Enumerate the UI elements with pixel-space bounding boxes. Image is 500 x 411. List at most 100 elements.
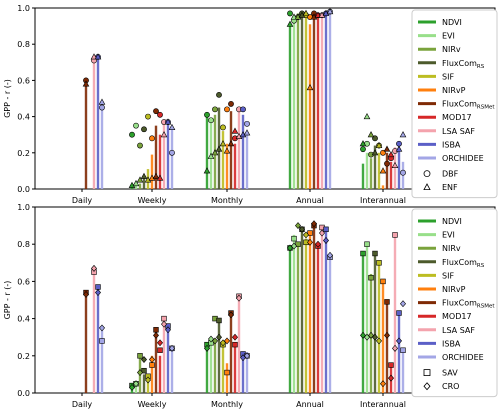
legend-label: NIRvP bbox=[442, 86, 466, 95]
bar-sif bbox=[304, 238, 308, 393]
bar-orchidee bbox=[100, 327, 104, 393]
bar-nirvp bbox=[225, 363, 229, 393]
marker-triangle bbox=[391, 161, 399, 168]
marker-triangle bbox=[302, 9, 310, 16]
marker-square bbox=[95, 284, 101, 290]
marker-diamond bbox=[364, 333, 370, 341]
marker-diamond bbox=[380, 380, 386, 388]
marker-diamond bbox=[311, 220, 317, 228]
marker-diamond bbox=[99, 324, 105, 332]
marker-diamond bbox=[232, 333, 238, 341]
legend-label: EVI bbox=[442, 231, 455, 240]
marker-circle bbox=[157, 111, 163, 118]
legend-label: NDVI bbox=[442, 18, 462, 27]
marker-triangle bbox=[160, 131, 168, 138]
x-tick-label: Annual bbox=[296, 196, 324, 205]
marker-square bbox=[388, 362, 394, 368]
marker-diamond bbox=[236, 294, 242, 302]
marker-triangle bbox=[152, 172, 160, 179]
bar-mod17 bbox=[158, 355, 162, 393]
bar-nirvp bbox=[308, 24, 312, 190]
legend-marker-circle bbox=[423, 170, 431, 178]
marker-square bbox=[161, 315, 167, 322]
marker-square bbox=[141, 367, 147, 374]
bar-lsa-saf bbox=[393, 147, 397, 189]
bar-fluxcomrsmet bbox=[84, 82, 88, 189]
marker-square bbox=[291, 235, 297, 242]
marker-square bbox=[149, 362, 155, 368]
marker-square bbox=[368, 274, 374, 281]
marker-circle bbox=[208, 117, 214, 124]
bar-lsa-saf bbox=[162, 318, 166, 393]
marker-diamond bbox=[208, 335, 214, 343]
bar-evi bbox=[292, 234, 296, 393]
marker-square bbox=[232, 341, 238, 348]
marker-triangle bbox=[98, 98, 106, 105]
marker-circle bbox=[149, 135, 155, 142]
marker-circle bbox=[244, 120, 250, 127]
legend-label: ISBA bbox=[442, 339, 461, 348]
bar-ndvi bbox=[288, 247, 292, 393]
bar-fluxcomrs bbox=[373, 145, 377, 189]
marker-diamond bbox=[299, 225, 305, 233]
marker-diamond bbox=[384, 331, 390, 339]
bar-sif bbox=[377, 152, 381, 189]
marker-diamond bbox=[303, 231, 309, 239]
marker-diamond bbox=[204, 344, 210, 352]
marker-triangle bbox=[290, 13, 298, 20]
marker-circle bbox=[240, 106, 246, 113]
bar-sif bbox=[377, 262, 381, 393]
marker-diamond bbox=[157, 339, 163, 347]
marker-diamond bbox=[145, 376, 151, 384]
legend-marker-label: ENF bbox=[442, 183, 458, 192]
marker-triangle bbox=[136, 176, 144, 183]
legend-label: LSA SAF bbox=[442, 326, 475, 335]
marker-triangle bbox=[314, 11, 322, 18]
bar-isba bbox=[166, 324, 170, 393]
marker-triangle bbox=[168, 123, 176, 130]
bar-nirvp bbox=[381, 283, 385, 393]
marker-circle bbox=[228, 101, 234, 107]
bar-fluxcomrsmet bbox=[154, 327, 158, 393]
bar-fluxcomrsmet bbox=[385, 301, 389, 393]
bar-isba bbox=[324, 13, 328, 190]
bar-nirvp bbox=[150, 154, 154, 189]
x-tick-label: Monthly bbox=[211, 400, 243, 409]
x-tick-label: Daily bbox=[72, 400, 93, 409]
y-tick-label: 0.0 bbox=[17, 185, 30, 194]
y-tick-label: 0.8 bbox=[17, 40, 30, 49]
legend-label: LSA SAF bbox=[442, 127, 475, 136]
marker-square bbox=[137, 353, 143, 359]
bar-fluxcomrsmet bbox=[385, 152, 389, 189]
bar-mod17 bbox=[316, 15, 320, 189]
marker-triangle bbox=[164, 118, 172, 125]
y-tick-label: 0.2 bbox=[17, 352, 30, 361]
marker-circle bbox=[204, 111, 210, 118]
marker-diamond bbox=[228, 311, 234, 319]
marker-diamond bbox=[327, 251, 333, 259]
y-tick-label: 0.8 bbox=[17, 240, 30, 249]
legend-label: NIRv bbox=[442, 45, 461, 54]
x-tick-label: Monthly bbox=[211, 196, 243, 205]
marker-circle bbox=[224, 106, 230, 113]
marker-diamond bbox=[212, 337, 218, 345]
marker-triangle bbox=[379, 167, 387, 174]
marker-circle bbox=[212, 106, 218, 113]
bar-isba bbox=[324, 227, 328, 393]
bar-evi bbox=[292, 15, 296, 189]
bar-nirvp bbox=[225, 143, 229, 189]
marker-square bbox=[392, 232, 398, 238]
marker-diamond bbox=[307, 238, 313, 246]
bar-isba bbox=[96, 56, 100, 190]
x-tick-label: Interannual bbox=[360, 196, 406, 205]
y-tick-label: 1.0 bbox=[17, 4, 30, 13]
marker-diamond bbox=[392, 344, 398, 352]
marker-triangle bbox=[363, 112, 371, 120]
bar-fluxcomrs bbox=[300, 229, 304, 393]
bar-mod17 bbox=[316, 242, 320, 393]
y-axis-label: GPP - r (-) bbox=[3, 281, 12, 320]
bar-lsa-saf bbox=[237, 109, 241, 189]
marker-triangle bbox=[375, 141, 383, 149]
marker-diamond bbox=[291, 242, 297, 250]
